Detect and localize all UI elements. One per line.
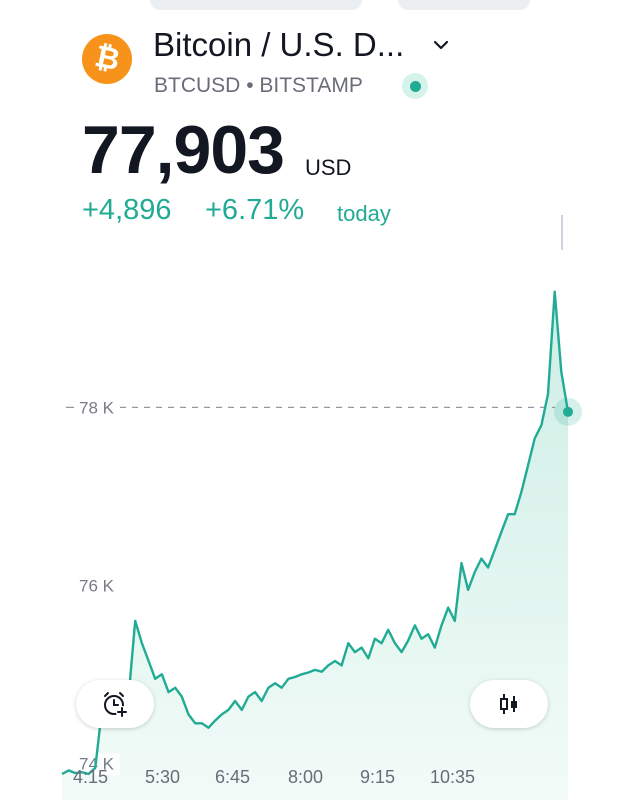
y-tick-background: [76, 753, 120, 776]
x-tick-label: 9:15: [360, 767, 396, 787]
last-price: 77,903: [82, 112, 285, 188]
ticker: BTCUSD: [154, 74, 241, 97]
change-percent: +6.71%: [205, 194, 305, 226]
chevron-down-icon[interactable]: [432, 38, 450, 52]
separator: •: [246, 74, 254, 97]
price-line: [61, 290, 570, 776]
change-period-label: today: [337, 201, 391, 226]
chart-type-button[interactable]: [470, 680, 548, 728]
y-tick-label: 76 K: [79, 576, 115, 595]
market-open-dot-icon: [402, 73, 428, 99]
last-price-marker: [563, 406, 573, 417]
background-tab: [398, 0, 530, 10]
change-absolute: +4,896: [82, 194, 172, 226]
exchange: BITSTAMP: [259, 74, 363, 97]
y-tick-background: [76, 575, 120, 598]
price-area-fill: [62, 291, 568, 800]
x-tick-label: 5:30: [145, 767, 181, 787]
price-currency: USD: [305, 155, 352, 180]
add-alert-button[interactable]: [76, 680, 154, 728]
y-tick-background: [76, 397, 120, 420]
x-tick-label: 8:00: [288, 767, 324, 787]
add-alarm-icon: [104, 692, 128, 718]
x-tick-label: 10:35: [430, 767, 476, 787]
y-tick-label: 78 K: [79, 398, 115, 417]
left-frame: [0, 0, 62, 800]
bitcoin-logo: ₿: [82, 34, 132, 84]
x-tick-label: 4:15: [73, 767, 109, 787]
x-tick-label: 6:45: [215, 767, 251, 787]
symbol-subline: BTCUSD • BITSTAMP: [154, 74, 363, 98]
symbol-name[interactable]: Bitcoin / U.S. D...: [153, 26, 405, 63]
background-tab: [150, 0, 362, 10]
candlestick-icon: [500, 694, 517, 714]
right-frame: [575, 0, 625, 800]
